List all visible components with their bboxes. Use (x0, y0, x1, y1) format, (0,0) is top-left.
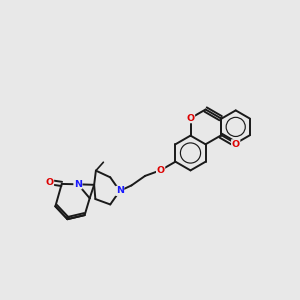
Text: O: O (45, 178, 54, 187)
Text: O: O (157, 166, 165, 175)
Text: N: N (116, 186, 124, 195)
Text: O: O (232, 140, 240, 149)
Text: N: N (74, 180, 82, 189)
Text: O: O (186, 114, 195, 123)
